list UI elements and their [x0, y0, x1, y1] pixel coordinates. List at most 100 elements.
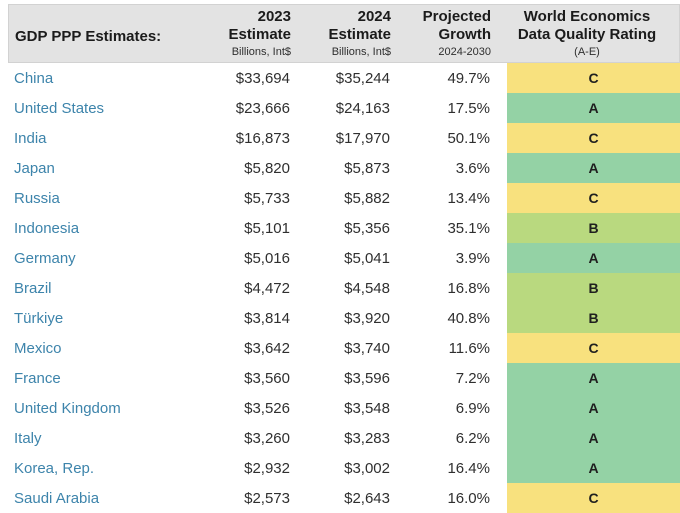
- estimate-2023-value: $5,101: [244, 219, 290, 237]
- estimate-2023-value: $4,472: [244, 279, 290, 297]
- estimate-2024-value: $17,970: [335, 129, 390, 147]
- rating-badge: C: [507, 333, 680, 363]
- table-row: Japan $5,820 $5,873 3.6% A: [8, 153, 680, 183]
- estimate-2023-value: $2,932: [244, 459, 290, 477]
- table-row: Russia $5,733 $5,882 13.4% C: [8, 183, 680, 213]
- country-link[interactable]: United States: [14, 99, 105, 117]
- table-row: Türkiye $3,814 $3,920 40.8% B: [8, 303, 680, 333]
- estimate-2024-value: $5,356: [344, 219, 390, 237]
- table-row: India $16,873 $17,970 50.1% C: [8, 123, 680, 153]
- projected-growth-value: 11.6%: [448, 339, 490, 357]
- projected-growth-value: 17.5%: [447, 99, 490, 117]
- header-projected-growth: Projected Growth 2024-2030: [422, 8, 491, 58]
- country-link[interactable]: Mexico: [14, 339, 62, 357]
- estimate-2024-value: $5,041: [344, 249, 390, 267]
- estimate-2024-value: $3,002: [344, 459, 390, 477]
- estimate-2024-value: $3,548: [344, 399, 390, 417]
- header-2023-estimate: 2023 Estimate Billions, Int$: [228, 8, 291, 58]
- estimate-2024-value: $5,873: [344, 159, 390, 177]
- estimate-2024-value: $2,643: [344, 489, 390, 507]
- header-rating-scale: (A-E): [574, 46, 600, 58]
- country-link[interactable]: Türkiye: [14, 309, 64, 327]
- estimate-2023-value: $3,642: [244, 339, 290, 357]
- estimate-2024-value: $3,283: [344, 429, 390, 447]
- estimate-2023-value: $5,016: [244, 249, 290, 267]
- rating-badge: A: [507, 243, 680, 273]
- header-2024-estimate: 2024 Estimate Billions, Int$: [328, 8, 391, 58]
- country-link[interactable]: France: [14, 369, 61, 387]
- table-row: Saudi Arabia $2,573 $2,643 16.0% C: [8, 483, 680, 513]
- projected-growth-value: 35.1%: [447, 219, 490, 237]
- rating-badge: C: [507, 123, 680, 153]
- rating-badge: A: [507, 93, 680, 123]
- estimate-2023-value: $3,526: [244, 399, 290, 417]
- rating-badge: A: [507, 453, 680, 483]
- estimate-2023-value: $5,820: [244, 159, 290, 177]
- estimate-2023-value: $5,733: [244, 189, 290, 207]
- table-row: United Kingdom $3,526 $3,548 6.9% A: [8, 393, 680, 423]
- country-link[interactable]: Germany: [14, 249, 76, 267]
- table-row: Germany $5,016 $5,041 3.9% A: [8, 243, 680, 273]
- projected-growth-value: 13.4%: [447, 189, 490, 207]
- estimate-2023-value: $3,560: [244, 369, 290, 387]
- projected-growth-value: 3.6%: [455, 159, 490, 177]
- estimate-2024-value: $3,920: [344, 309, 390, 327]
- estimate-2023-value: $16,873: [235, 129, 290, 147]
- rating-badge: B: [507, 273, 680, 303]
- rating-badge: A: [507, 393, 680, 423]
- country-link[interactable]: India: [14, 129, 47, 147]
- table-row: Indonesia $5,101 $5,356 35.1% B: [8, 213, 680, 243]
- projected-growth-value: 3.9%: [455, 249, 490, 267]
- header-title: GDP PPP Estimates:: [15, 28, 162, 45]
- table-body: China $33,694 $35,244 49.7% C United Sta…: [8, 63, 680, 513]
- estimate-2024-value: $4,548: [344, 279, 390, 297]
- projected-growth-value: 6.9%: [455, 399, 490, 417]
- country-link[interactable]: Japan: [14, 159, 55, 177]
- table-row: France $3,560 $3,596 7.2% A: [8, 363, 680, 393]
- country-link[interactable]: Brazil: [14, 279, 52, 297]
- rating-badge: B: [507, 213, 680, 243]
- rating-badge: C: [507, 483, 680, 513]
- estimate-2024-value: $24,163: [335, 99, 390, 117]
- table-row: United States $23,666 $24,163 17.5% A: [8, 93, 680, 123]
- projected-growth-value: 16.0%: [447, 489, 490, 507]
- rating-badge: C: [507, 63, 680, 93]
- rating-badge: B: [507, 303, 680, 333]
- header-2024-units: Billions, Int$: [331, 46, 391, 58]
- estimate-2023-value: $23,666: [235, 99, 290, 117]
- rating-badge: C: [507, 183, 680, 213]
- table-row: Brazil $4,472 $4,548 16.8% B: [8, 273, 680, 303]
- estimate-2023-value: $3,814: [244, 309, 290, 327]
- estimate-2024-value: $3,740: [344, 339, 390, 357]
- table-header-row: GDP PPP Estimates: 2023 Estimate Billion…: [8, 4, 680, 63]
- country-link[interactable]: Saudi Arabia: [14, 489, 100, 507]
- header-2023-units: Billions, Int$: [231, 46, 291, 58]
- projected-growth-value: 6.2%: [455, 429, 490, 447]
- header-gdp-ppp-estimates: GDP PPP Estimates:: [9, 5, 199, 62]
- country-link[interactable]: United Kingdom: [14, 399, 121, 417]
- projected-growth-value: 50.1%: [447, 129, 490, 147]
- rating-badge: A: [507, 423, 680, 453]
- estimate-2024-value: $3,596: [344, 369, 390, 387]
- projected-growth-value: 40.8%: [447, 309, 490, 327]
- table-row: China $33,694 $35,244 49.7% C: [8, 63, 680, 93]
- header-growth-period: 2024-2030: [438, 46, 491, 58]
- header-data-quality-rating: World Economics Data Quality Rating (A-E…: [517, 8, 657, 58]
- projected-growth-value: 16.4%: [447, 459, 490, 477]
- projected-growth-value: 49.7%: [447, 69, 490, 87]
- estimate-2023-value: $2,573: [244, 489, 290, 507]
- country-link[interactable]: Russia: [14, 189, 60, 207]
- rating-badge: A: [507, 153, 680, 183]
- table-row: Korea, Rep. $2,932 $3,002 16.4% A: [8, 453, 680, 483]
- country-link[interactable]: Indonesia: [14, 219, 80, 237]
- country-link[interactable]: Italy: [14, 429, 42, 447]
- projected-growth-value: 16.8%: [447, 279, 490, 297]
- table-row: Italy $3,260 $3,283 6.2% A: [8, 423, 680, 453]
- rating-badge: A: [507, 363, 680, 393]
- country-link[interactable]: Korea, Rep.: [14, 459, 95, 477]
- estimate-2023-value: $33,694: [235, 69, 290, 87]
- gdp-ppp-table: GDP PPP Estimates: 2023 Estimate Billion…: [8, 4, 680, 513]
- estimate-2023-value: $3,260: [244, 429, 290, 447]
- country-link[interactable]: China: [14, 69, 54, 87]
- estimate-2024-value: $5,882: [344, 189, 390, 207]
